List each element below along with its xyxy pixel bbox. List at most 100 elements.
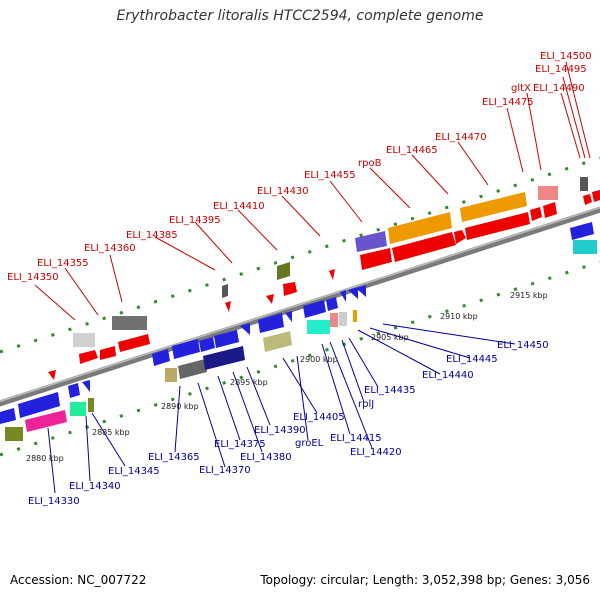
gene-block xyxy=(538,186,558,200)
gene-arrow xyxy=(570,222,594,240)
gene-arrow xyxy=(258,313,284,333)
gene-label: ELI_14360 xyxy=(84,243,136,254)
gene-arrow xyxy=(277,262,290,280)
gene-arrow xyxy=(454,230,466,244)
gene-arrow xyxy=(203,346,245,370)
connector-lines-top xyxy=(34,61,591,321)
gene-labels-top: ELI_14350 ELI_14355 ELI_14360 ELI_14385 … xyxy=(7,51,592,283)
gene-label: ELI_14330 xyxy=(28,496,80,507)
gene-label: ELI_14380 xyxy=(240,452,292,463)
gene-arrow xyxy=(263,331,292,352)
gene-arrow xyxy=(388,212,452,244)
gene-arrow xyxy=(199,337,215,352)
gene-block xyxy=(5,427,23,441)
gene-arrow xyxy=(329,269,335,280)
gene-arrow xyxy=(178,359,207,379)
tick-label: 2905 kbp xyxy=(371,333,409,342)
gene-block xyxy=(307,320,330,334)
gene-label: ELI_14500 xyxy=(540,51,592,62)
gene-arrow xyxy=(460,192,527,222)
gene-arrow xyxy=(592,190,600,202)
gene-label: ELI_14445 xyxy=(446,354,498,365)
gene-arrow xyxy=(266,294,274,304)
gene-label: ELI_14385 xyxy=(126,230,178,241)
gene-label: ELI_14405 xyxy=(293,412,345,423)
gene-arrow xyxy=(82,380,90,392)
gene-arrow xyxy=(222,284,228,298)
gene-label: ELI_14365 xyxy=(148,452,200,463)
gene-arrow xyxy=(0,408,16,424)
gene-label: ELI_14430 xyxy=(257,186,309,197)
tick-label: 2885 kbp xyxy=(92,428,130,437)
gene-block xyxy=(339,312,347,326)
gene-label: ELI_14395 xyxy=(169,215,221,226)
gene-label: ELI_14375 xyxy=(214,439,266,450)
gene-arrow xyxy=(465,212,530,240)
gene-label: ELI_14420 xyxy=(350,447,402,458)
gene-label: ELI_14465 xyxy=(386,145,438,156)
tick-label: 2900 kbp xyxy=(300,355,338,364)
genome-summary-text: Topology: circular; Length: 3,052,398 bp… xyxy=(260,573,590,587)
gene-label: ELI_14450 xyxy=(497,340,549,351)
tick-label: 2880 kbp xyxy=(26,454,64,463)
gene-arrow xyxy=(303,300,326,318)
gene-label: ELI_14490 xyxy=(533,83,585,94)
gene-label: ELI_14390 xyxy=(254,425,306,436)
gene-label: ELI_14355 xyxy=(37,258,89,269)
gene-block xyxy=(73,333,95,347)
gene-arrow xyxy=(225,301,231,312)
gene-label: ELI_14470 xyxy=(435,132,487,143)
gene-arrow xyxy=(355,231,387,252)
tick-label: 2895 kbp xyxy=(230,378,268,387)
gene-arrow xyxy=(348,287,358,299)
gene-block xyxy=(580,177,588,191)
tick-label: 2915 kbp xyxy=(510,291,548,300)
gene-arrow xyxy=(68,383,80,398)
backbone xyxy=(0,206,600,407)
gene-arrow xyxy=(79,350,98,364)
gene-arrow xyxy=(530,207,542,221)
gene-label: groEL xyxy=(295,438,324,449)
gene-label: rplJ xyxy=(358,399,374,410)
gene-label: ELI_14495 xyxy=(535,64,587,75)
gene-arrow xyxy=(360,248,392,270)
gene-arrow xyxy=(118,334,150,352)
gene-label: ELI_14340 xyxy=(69,481,121,492)
gene-block xyxy=(88,398,94,412)
gene-labels-bottom: ELI_14330 ELI_14340 ELI_14345 ELI_14365 … xyxy=(28,340,549,507)
gene-arrow xyxy=(214,330,239,348)
gene-arrow xyxy=(25,410,67,432)
gene-arrow xyxy=(100,346,116,360)
gene-arrow xyxy=(356,285,366,297)
gene-arrow xyxy=(326,297,338,311)
gene-arrow xyxy=(543,202,557,218)
map-title: Erythrobacter litoralis HTCC2594, comple… xyxy=(116,8,484,24)
gene-arrow xyxy=(340,290,346,302)
gene-arrow xyxy=(152,349,170,366)
tick-label: 2910 kbp xyxy=(440,312,478,321)
gene-block xyxy=(573,240,597,254)
gene-label: rpoB xyxy=(358,158,382,169)
gene-label: ELI_14345 xyxy=(108,466,160,477)
gene-arrow xyxy=(392,232,456,262)
gene-arrow xyxy=(583,194,592,205)
gene-block xyxy=(112,316,147,330)
gene-arrow xyxy=(18,392,60,418)
genes-upper xyxy=(48,177,600,380)
gene-label: ELI_14415 xyxy=(330,433,382,444)
gene-arrow xyxy=(172,339,200,359)
gene-label: ELI_14475 xyxy=(482,97,534,108)
connector-lines-bottom xyxy=(47,323,516,494)
gene-arrow xyxy=(48,370,56,380)
gene-label: ELI_14410 xyxy=(213,201,265,212)
tick-label: 2890 kbp xyxy=(161,402,199,411)
gene-label: ELI_14435 xyxy=(364,385,416,396)
gene-label: ELI_14370 xyxy=(199,465,251,476)
tick-labels: 2880 kbp 2885 kbp 2890 kbp 2895 kbp 2900… xyxy=(26,291,548,463)
gene-block xyxy=(330,313,338,327)
gene-arrow xyxy=(283,282,297,296)
gene-arrow xyxy=(240,323,250,335)
gene-arrow xyxy=(285,311,292,322)
gene-label: ELI_14440 xyxy=(422,370,474,381)
